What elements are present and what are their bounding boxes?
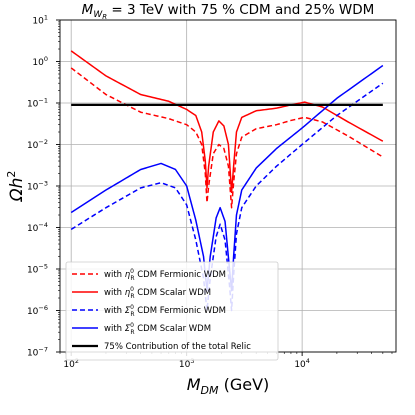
legend-label-3: with Σ0 R CDM Fermionic WDM xyxy=(104,304,226,318)
y-tick-label-exp: −2 xyxy=(38,138,48,146)
legend-text-post: CDM Fermionic WDM xyxy=(135,270,226,280)
y-tick-label: 10−3 xyxy=(27,180,48,193)
series-group xyxy=(70,50,384,312)
legend-text-sub: R xyxy=(130,329,134,336)
legend-text-pre: 75% Contribution of the total Relic xyxy=(104,342,251,352)
x-tick-label: 103 xyxy=(179,357,195,370)
x-tick-label-base: 10 xyxy=(179,360,191,370)
legend-text-symbol: Σ xyxy=(125,306,131,316)
legend-text-symbol: η xyxy=(125,288,131,298)
legend-text-sup: 0 xyxy=(130,304,134,311)
y-tick-label-base: 10 xyxy=(27,266,39,276)
y-tick-label: 10−2 xyxy=(27,138,48,151)
y-axis-label: Ωh2 xyxy=(5,171,27,203)
legend-label-2: with η0 R CDM Scalar WDM xyxy=(104,286,211,300)
chart-title: MWR = 3 TeV with 75 % CDM and 25% WDM xyxy=(82,2,375,21)
y-tick-label-base: 10 xyxy=(32,58,44,68)
y-tick-label-exp: −7 xyxy=(38,346,48,354)
legend-text-post: CDM Fermionic WDM xyxy=(135,306,226,316)
legend-label-1: with η0 R CDM Fermionic WDM xyxy=(104,268,226,282)
y-axis-label-pre: Ωh xyxy=(7,178,27,203)
chart-title-pre: M xyxy=(82,2,94,18)
y-tick-label: 10−5 xyxy=(27,263,48,276)
series-line-3 xyxy=(70,82,384,312)
legend-box xyxy=(65,261,279,361)
legend-text-sub: R xyxy=(130,275,134,282)
x-tick-label: 104 xyxy=(294,357,310,370)
y-tick-label: 10−7 xyxy=(27,346,48,359)
legend-text-post: CDM Scalar WDM xyxy=(135,288,212,298)
chart-title-post: = 3 TeV with 75 % CDM and 25% WDM xyxy=(107,2,374,18)
x-tick-label-base: 10 xyxy=(63,360,75,370)
y-tick-label: 10−4 xyxy=(27,221,48,234)
y-tick-label-exp: −4 xyxy=(38,221,48,229)
x-axis-label-pre: M xyxy=(187,375,201,394)
y-tick-label-base: 10 xyxy=(27,307,39,317)
legend-label-5: 75% Contribution of the total Relic xyxy=(104,342,251,352)
x-axis-label-sub: DM xyxy=(201,384,219,397)
series-line-4 xyxy=(70,64,384,292)
y-tick-label: 10−1 xyxy=(27,97,48,110)
x-tick-label-base: 10 xyxy=(294,360,306,370)
x-tick-label-exp: 3 xyxy=(190,357,194,365)
y-axis-label-sup: 2 xyxy=(5,171,18,178)
chart-title-subsub: R xyxy=(102,13,107,21)
x-tick-label-exp: 4 xyxy=(306,357,310,365)
legend-text-pre: with xyxy=(104,270,125,280)
y-tick-label-exp: −1 xyxy=(38,97,48,105)
legend-text-pre: with xyxy=(104,324,125,334)
y-tick-label-base: 10 xyxy=(27,100,39,110)
y-tick-label-exp: −3 xyxy=(38,180,48,188)
x-tick-label-exp: 2 xyxy=(75,357,79,365)
legend-text-pre: with xyxy=(104,306,125,316)
legend-text-sup: 0 xyxy=(130,322,134,329)
series-line-1 xyxy=(70,67,384,209)
legend-text-pre: with xyxy=(104,288,125,298)
y-tick-label: 101 xyxy=(32,14,48,27)
legend-label-4: with Σ0 R CDM Scalar WDM xyxy=(104,322,211,336)
y-tick-label-exp: 1 xyxy=(44,14,48,22)
chart-title-sub: W xyxy=(93,10,103,20)
y-tick-label: 100 xyxy=(32,55,48,68)
y-tick-label-base: 10 xyxy=(27,224,39,234)
legend-text-post: CDM Scalar WDM xyxy=(135,324,212,334)
x-axis-label-post: (GeV) xyxy=(219,375,270,394)
legend-text-symbol: Σ xyxy=(125,324,131,334)
x-tick-label: 102 xyxy=(63,357,79,370)
y-tick-label-base: 10 xyxy=(27,141,39,151)
y-tick-label-base: 10 xyxy=(27,349,39,359)
legend-text-symbol: η xyxy=(125,270,131,280)
legend-text-sup: 0 xyxy=(130,268,134,275)
y-tick-label-exp: 0 xyxy=(44,55,48,63)
x-axis-label: MDM (GeV) xyxy=(187,375,270,397)
legend-text-sup: 0 xyxy=(130,286,134,293)
y-tick-label-base: 10 xyxy=(27,183,39,193)
y-tick-label-exp: −5 xyxy=(38,263,48,271)
legend-text-sub: R xyxy=(130,293,134,300)
y-tick-label: 10−6 xyxy=(27,304,48,317)
y-tick-label-base: 10 xyxy=(32,17,44,27)
legend-text-sub: R xyxy=(130,311,134,318)
y-tick-label-exp: −6 xyxy=(38,304,48,312)
series-line-2 xyxy=(70,50,384,194)
